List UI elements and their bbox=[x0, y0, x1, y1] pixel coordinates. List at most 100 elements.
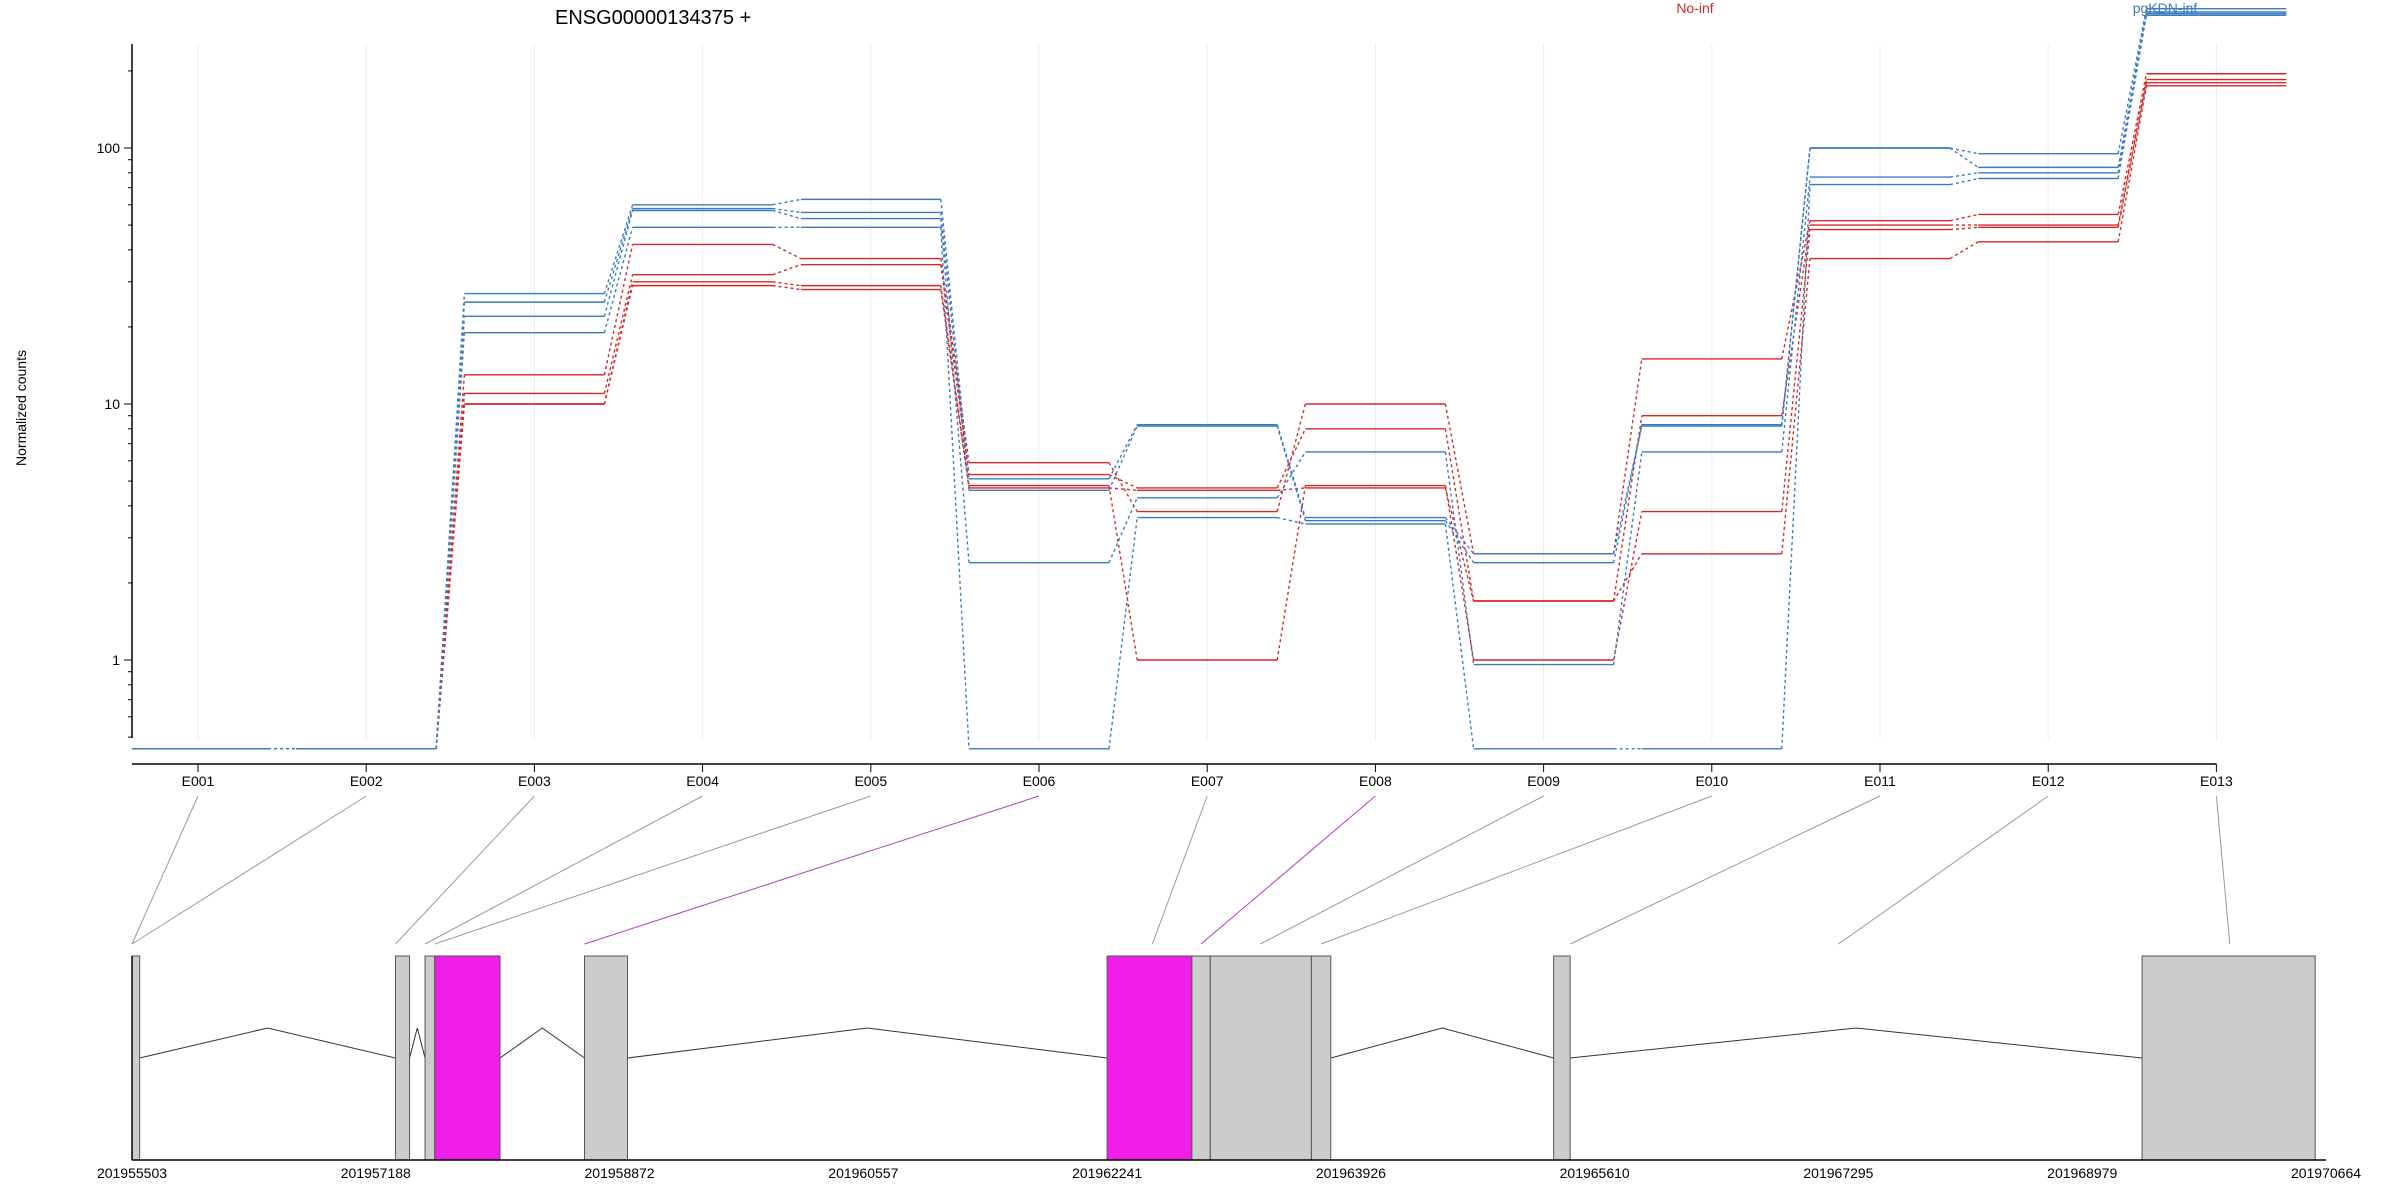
data-transition bbox=[1949, 177, 1979, 186]
data-transition bbox=[940, 227, 970, 749]
series-pgkdn-inf bbox=[132, 12, 2287, 750]
y-axis: 1 10 100 bbox=[97, 44, 133, 738]
exon-bin bbox=[131, 955, 141, 1161]
data-transition bbox=[1444, 403, 1475, 554]
exon-bin-highlight bbox=[434, 955, 501, 1161]
data-transition bbox=[603, 274, 634, 394]
series-pgkdn-inf bbox=[132, 11, 2287, 750]
data-transition bbox=[2117, 82, 2148, 228]
bin-connector bbox=[2215, 795, 2231, 945]
bin-connector bbox=[1151, 795, 1208, 945]
genomic-tick-label: 201970664 bbox=[2291, 1165, 2361, 1181]
bin-connector bbox=[1838, 795, 2049, 945]
data-transition bbox=[772, 209, 801, 220]
data-transition bbox=[1276, 485, 1307, 661]
data-transition bbox=[1949, 147, 1979, 155]
data-transition bbox=[603, 227, 634, 333]
data-transition bbox=[2117, 8, 2148, 154]
exon-bin bbox=[2141, 955, 2316, 1161]
data-transition bbox=[1108, 425, 1138, 491]
series-lines bbox=[132, 8, 2287, 750]
data-transition bbox=[1781, 184, 1811, 749]
data-transition bbox=[1276, 425, 1307, 521]
exon-bin-highlight bbox=[1106, 955, 1193, 1161]
data-transition bbox=[1108, 487, 1138, 492]
exon-bin bbox=[395, 955, 411, 1161]
series-no-inf bbox=[132, 85, 2287, 750]
data-transition bbox=[1949, 241, 1979, 260]
data-transition bbox=[435, 403, 466, 749]
data-transition bbox=[1781, 258, 1811, 554]
series-no-inf bbox=[132, 81, 2287, 750]
genomic-tick-label: 201968979 bbox=[2047, 1165, 2117, 1181]
x-tick-label: E009 bbox=[1527, 773, 1560, 789]
x-tick-label: E013 bbox=[2200, 773, 2233, 789]
data-transition bbox=[1276, 424, 1307, 518]
data-transition bbox=[1108, 473, 1138, 489]
x-tick-label: E006 bbox=[1023, 773, 1056, 789]
intron bbox=[139, 1027, 396, 1059]
data-transition bbox=[1612, 425, 1643, 554]
x-tick-label: E012 bbox=[2032, 773, 2065, 789]
y-tick-label: 1 bbox=[112, 652, 120, 668]
data-transition bbox=[435, 393, 466, 749]
data-transition bbox=[603, 210, 634, 317]
data-transition bbox=[1949, 172, 1979, 178]
data-transition bbox=[1276, 451, 1306, 499]
data-transition bbox=[940, 199, 970, 479]
bin-connector bbox=[1200, 795, 1376, 945]
bin-connector bbox=[424, 795, 703, 945]
data-transition bbox=[1277, 516, 1306, 525]
data-transition bbox=[772, 264, 802, 276]
gene-model bbox=[131, 955, 2316, 1161]
data-transition bbox=[1612, 511, 1643, 661]
data-transition bbox=[1276, 428, 1307, 489]
data-transition bbox=[1444, 428, 1475, 602]
y-tick-label: 100 bbox=[97, 140, 121, 156]
genomic-tick-label: 201958872 bbox=[585, 1165, 655, 1181]
data-transition bbox=[1277, 487, 1306, 492]
data-transition bbox=[1108, 462, 1138, 512]
x-tick-label: E003 bbox=[518, 773, 551, 789]
intron bbox=[1330, 1027, 1554, 1059]
exon-bin bbox=[1209, 955, 1312, 1161]
data-transition bbox=[1949, 226, 1979, 231]
x-tick-label: E008 bbox=[1359, 773, 1392, 789]
exon-bin bbox=[1191, 955, 1211, 1161]
intron bbox=[1570, 1027, 2143, 1059]
data-transition bbox=[603, 285, 634, 405]
series-pgkdn-inf bbox=[132, 14, 2287, 750]
data-transition bbox=[2117, 85, 2148, 242]
genomic-tick-label: 201957188 bbox=[341, 1165, 411, 1181]
exon-bin bbox=[584, 955, 628, 1161]
series-no-inf bbox=[132, 78, 2287, 750]
x-axis: E001 E002 E003 E004 E005 E006 E007 E008 E009 E010… bbox=[132, 763, 2233, 789]
data-transition bbox=[940, 212, 970, 491]
data-transition bbox=[1781, 147, 1811, 425]
data-transition bbox=[1949, 213, 1979, 222]
data-transition bbox=[1781, 220, 1811, 360]
grid-lines bbox=[197, 44, 2217, 740]
x-tick-label: E011 bbox=[1864, 773, 1896, 789]
data-transition bbox=[2117, 15, 2148, 179]
genomic-tick-label: 201962241 bbox=[1072, 1165, 1142, 1181]
data-transition bbox=[772, 198, 801, 206]
data-transition bbox=[1612, 358, 1643, 554]
bin-connector bbox=[1569, 795, 1881, 945]
genomic-tick-label: 201955503 bbox=[97, 1165, 167, 1181]
x-tick-label: E005 bbox=[854, 773, 887, 789]
x-tick-label: E001 bbox=[182, 773, 215, 789]
genomic-tick-label: 201965610 bbox=[1560, 1165, 1630, 1181]
intron bbox=[627, 1027, 1108, 1059]
intron bbox=[409, 1027, 426, 1059]
bin-connector bbox=[131, 795, 199, 945]
data-transition bbox=[435, 332, 466, 749]
exon-bin bbox=[1553, 955, 1571, 1161]
data-transition bbox=[772, 281, 801, 287]
bin-connector bbox=[131, 795, 367, 945]
data-transition bbox=[1444, 523, 1475, 749]
bin-connector bbox=[1320, 795, 1712, 945]
data-transition bbox=[603, 208, 634, 303]
data-transition bbox=[940, 264, 970, 475]
data-transition bbox=[1276, 403, 1307, 512]
